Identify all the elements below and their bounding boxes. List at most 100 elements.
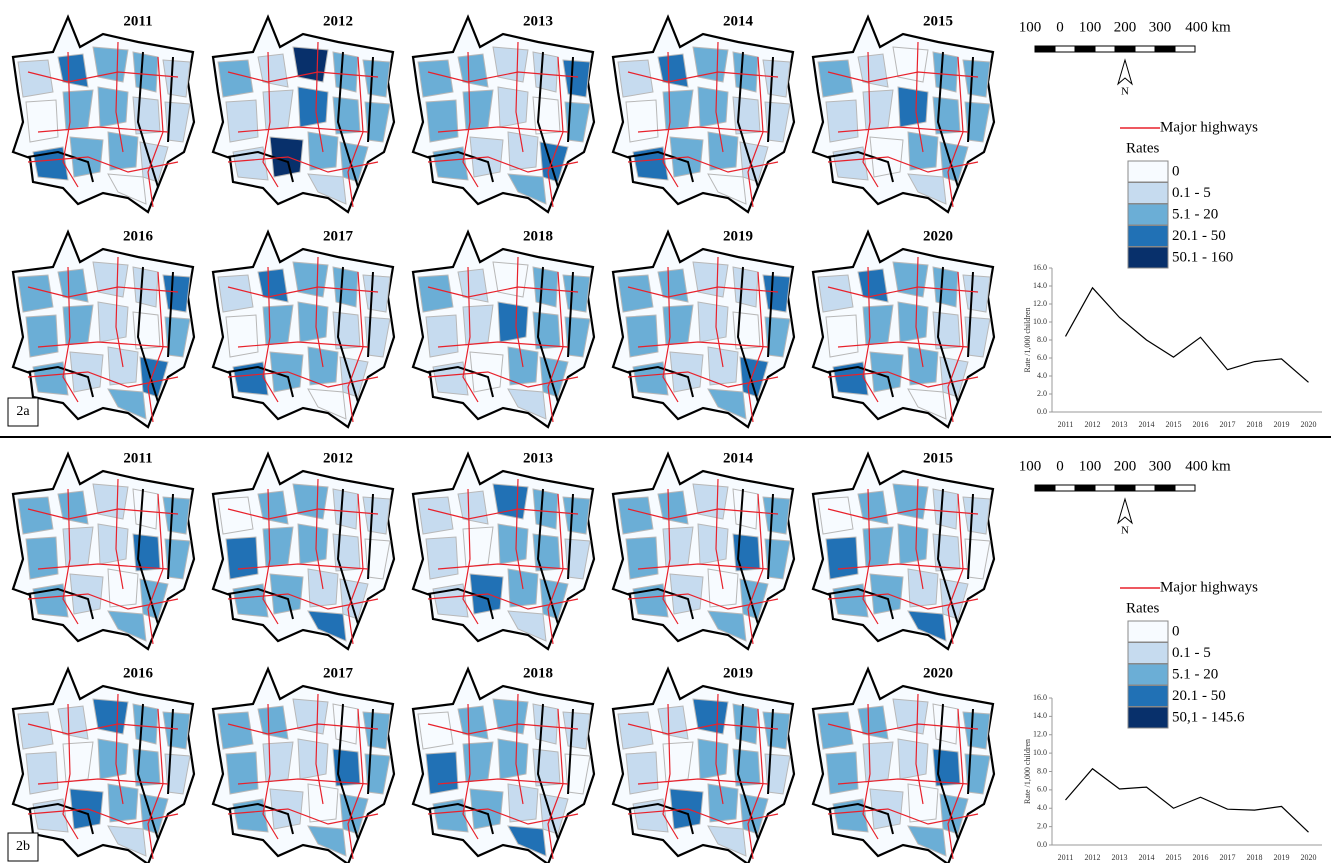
legend-swatch [1127,225,1169,247]
highway [227,156,379,173]
panel-label: 2b [16,839,30,854]
highway [827,593,979,610]
north-label: N [1121,86,1129,98]
municipality [692,698,729,735]
municipality [62,526,94,568]
scale-bar-segment [1094,484,1116,492]
highway [37,563,169,570]
municipality [425,751,459,795]
map-year-title: 2012 [323,450,353,466]
region-border [827,703,974,840]
municipality [297,301,329,343]
scale-bar-segment [1154,45,1176,53]
highway [347,271,364,423]
legend-swatch [1127,663,1169,686]
municipality [97,301,129,343]
municipality [257,490,289,525]
municipality [732,311,761,350]
municipality [107,610,147,642]
municipality [632,798,669,833]
municipality [497,738,529,780]
highway [427,808,579,825]
scale-bar-segment [1174,484,1196,492]
municipality [132,96,161,135]
north-arrow [1117,58,1133,86]
municipality [492,483,529,520]
highway [547,271,564,423]
highway [115,693,124,805]
highway [637,778,769,785]
municipality [232,361,269,396]
municipality [862,741,894,783]
highway [627,808,779,825]
map [411,666,596,863]
municipality [262,304,294,346]
municipality [432,583,469,618]
municipality [657,705,689,740]
highway [27,286,179,298]
municipality [897,523,929,565]
map [11,14,196,214]
highway [227,371,379,388]
municipality [862,304,894,346]
municipality [532,748,561,787]
map-year-title: 2020 [923,228,953,244]
highway [915,256,924,368]
scale-bar-segment [1034,45,1056,53]
municipality [732,703,759,745]
municipality [462,526,494,568]
municipality [707,173,747,205]
municipality [617,274,654,313]
panel-label-box [7,397,39,427]
scale-label: 400 km [1185,458,1231,474]
region-border [27,488,174,625]
municipality [132,748,161,787]
scale-bar-segment [1074,484,1096,492]
municipality [962,711,991,750]
municipality [492,46,529,83]
highway [747,271,764,423]
region-border [427,703,574,840]
highway [347,493,364,645]
municipality [897,301,929,343]
highway [315,478,324,590]
municipality [532,488,559,530]
municipality [762,711,791,750]
highway [947,56,964,208]
municipality [932,311,961,350]
x-tick-label: 2012 [1085,853,1101,862]
municipality [932,266,959,308]
municipality [907,388,947,420]
municipality [964,101,991,143]
municipality [964,538,991,580]
highway [262,703,279,840]
highway [715,256,724,368]
y-axis-label: Rate /1,000 children [1023,307,1032,372]
map [11,666,196,863]
municipality [532,703,559,745]
municipality [657,268,689,303]
municipality [507,610,547,642]
municipality [332,51,359,93]
legend-class-label: 20.1 - 50 [1172,688,1226,704]
highway [747,493,764,645]
municipality [662,89,694,131]
x-tick-label: 2020 [1301,420,1317,429]
scale-label: 0 [1056,458,1064,474]
highway [827,723,979,735]
municipality [932,51,959,93]
map-year-title: 2020 [923,665,953,681]
highway [462,703,479,840]
municipality [832,361,869,396]
highway [227,723,379,735]
highway [227,286,379,298]
municipality [17,711,54,750]
map-year-title: 2012 [323,13,353,29]
highway [427,71,579,83]
legend-swatch [1127,620,1169,643]
municipality [217,711,254,750]
municipality [625,751,659,795]
map [811,14,996,214]
y-tick-label: 4.0 [1037,803,1047,812]
municipality [532,96,561,135]
